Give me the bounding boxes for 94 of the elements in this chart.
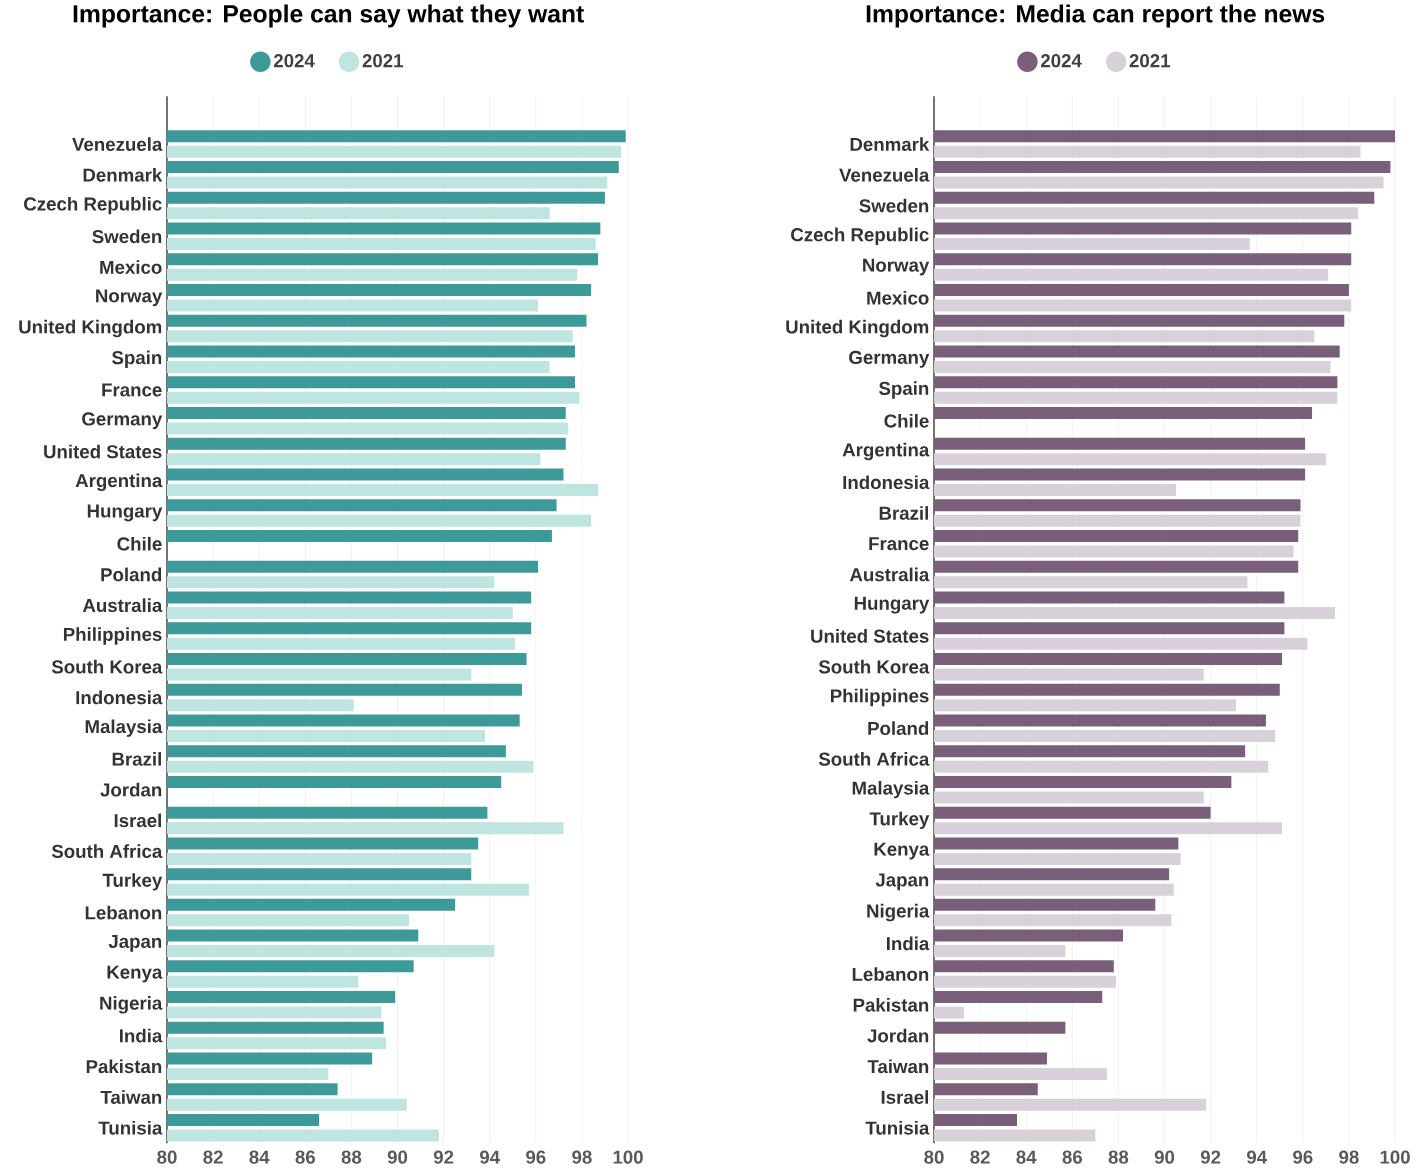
y-tick-label: Sweden bbox=[859, 198, 929, 213]
x-tick-label: 100 bbox=[613, 1150, 643, 1164]
y-tick-label: Nigeria bbox=[867, 903, 930, 922]
y-tick-label: Kenya bbox=[107, 965, 163, 983]
x-tick-label: 84 bbox=[249, 1150, 270, 1164]
y-tick-label: Tunisia bbox=[98, 1120, 163, 1135]
x-tick-label: 94 bbox=[479, 1150, 500, 1164]
x-tick-label: 100 bbox=[1380, 1150, 1410, 1164]
y-tick-label: Spain bbox=[112, 350, 162, 368]
y-tick-label: Indonesia bbox=[76, 690, 163, 705]
y-tick-label: United States bbox=[44, 444, 162, 459]
y-tick-label: Hungary bbox=[854, 596, 930, 614]
y-tick-label: Lebanon bbox=[85, 905, 162, 920]
y-tick-label: France bbox=[869, 537, 929, 551]
x-tick-label: 92 bbox=[1200, 1150, 1221, 1164]
y-tick-label: Germany bbox=[82, 412, 163, 430]
y-tick-label: India bbox=[119, 1028, 163, 1043]
y-tick-label: Mexico bbox=[100, 260, 162, 274]
y-tick-label: Nigeria bbox=[100, 996, 163, 1014]
chart-title: Importance: Media can report the news bbox=[866, 4, 1325, 28]
legend-label: 2021 bbox=[362, 54, 403, 68]
y-tick-label: Japan bbox=[108, 934, 162, 952]
x-tick-label: 82 bbox=[203, 1150, 223, 1164]
x-tick-label: 84 bbox=[1016, 1150, 1037, 1164]
y-tick-label: Denmark bbox=[850, 137, 930, 151]
x-tick-label: 88 bbox=[341, 1150, 362, 1164]
y-tick-label: Brazil bbox=[112, 751, 161, 766]
x-tick-label: 98 bbox=[572, 1150, 592, 1164]
x-tick-label: 90 bbox=[1154, 1150, 1175, 1164]
x-tick-label: 92 bbox=[433, 1150, 454, 1164]
y-tick-label: South Korea bbox=[818, 659, 930, 674]
y-tick-label: Chile bbox=[884, 413, 929, 428]
y-tick-label: Malaysia bbox=[852, 780, 930, 799]
y-tick-label: Chile bbox=[117, 536, 162, 551]
y-tick-label: Poland bbox=[868, 721, 929, 735]
y-tick-label: Argentina bbox=[842, 442, 930, 461]
y-tick-label: Argentina bbox=[75, 473, 163, 491]
y-tick-label: Tunisia bbox=[865, 1120, 930, 1135]
y-tick-label: United Kingdom bbox=[19, 319, 162, 338]
y-tick-label: Malaysia bbox=[85, 719, 163, 737]
legend-label: 2024 bbox=[1040, 54, 1082, 68]
y-tick-label: Pakistan bbox=[86, 1059, 162, 1074]
y-tick-label: United Kingdom bbox=[786, 319, 929, 338]
x-tick-label: 96 bbox=[526, 1150, 546, 1164]
y-tick-label: India bbox=[887, 936, 930, 951]
y-tick-label: Denmark bbox=[83, 167, 163, 182]
y-tick-label: Norway bbox=[96, 289, 163, 307]
y-tick-label: Australia bbox=[82, 598, 163, 612]
y-tick-label: Philippines bbox=[830, 688, 929, 707]
legend-label: 2021 bbox=[1129, 54, 1171, 68]
y-tick-label: Hungary bbox=[87, 504, 163, 522]
y-tick-label: Taiwan bbox=[100, 1090, 162, 1104]
x-tick-label: 86 bbox=[1062, 1150, 1083, 1164]
y-tick-label: South Africa bbox=[51, 844, 163, 858]
y-tick-label: Brazil bbox=[879, 506, 928, 520]
y-tick-label: Australia bbox=[849, 567, 930, 582]
y-tick-label: Sweden bbox=[92, 229, 162, 244]
y-tick-label: Kenya bbox=[874, 842, 930, 860]
y-tick-label: France bbox=[102, 383, 162, 397]
y-tick-label: Jordan bbox=[100, 782, 162, 797]
x-tick-label: 98 bbox=[1339, 1150, 1359, 1164]
chart-title: Importance: People can say what they want bbox=[73, 4, 584, 28]
y-tick-label: Turkey bbox=[102, 873, 163, 891]
y-tick-label: Jordan bbox=[867, 1028, 929, 1043]
x-tick-label: 96 bbox=[1293, 1150, 1313, 1164]
x-tick-label: 86 bbox=[295, 1150, 315, 1164]
y-tick-label: Norway bbox=[863, 258, 930, 276]
y-tick-label: Venezuela bbox=[72, 137, 163, 151]
y-tick-label: Taiwan bbox=[867, 1059, 929, 1074]
x-tick-label: 80 bbox=[924, 1150, 944, 1164]
y-tick-label: Germany bbox=[849, 350, 930, 368]
y-tick-label: Mexico bbox=[867, 290, 929, 305]
x-tick-label: 82 bbox=[970, 1150, 990, 1164]
y-tick-label: Czech Republic bbox=[791, 227, 929, 245]
x-tick-label: 90 bbox=[387, 1150, 408, 1164]
y-tick-label: Pakistan bbox=[853, 997, 929, 1012]
y-tick-label: South Korea bbox=[51, 659, 163, 674]
x-tick-label: 80 bbox=[157, 1150, 177, 1164]
y-tick-label: Indonesia bbox=[843, 475, 930, 490]
y-tick-label: Spain bbox=[879, 381, 929, 399]
y-tick-label: Japan bbox=[875, 873, 929, 891]
y-tick-label: Czech Republic bbox=[24, 196, 162, 215]
x-tick-label: 88 bbox=[1108, 1150, 1129, 1164]
y-tick-label: Venezuela bbox=[839, 167, 930, 182]
y-tick-label: Lebanon bbox=[852, 967, 929, 981]
y-tick-label: Turkey bbox=[869, 811, 930, 830]
x-tick-label: 94 bbox=[1246, 1150, 1267, 1164]
y-tick-label: Philippines bbox=[63, 627, 162, 645]
y-tick-label: Israel bbox=[114, 813, 161, 828]
y-tick-label: Israel bbox=[881, 1090, 928, 1104]
y-tick-label: South Africa bbox=[818, 751, 930, 766]
y-tick-label: United States bbox=[811, 629, 929, 643]
legend-label: 2024 bbox=[273, 54, 315, 68]
y-tick-label: Poland bbox=[101, 567, 162, 582]
